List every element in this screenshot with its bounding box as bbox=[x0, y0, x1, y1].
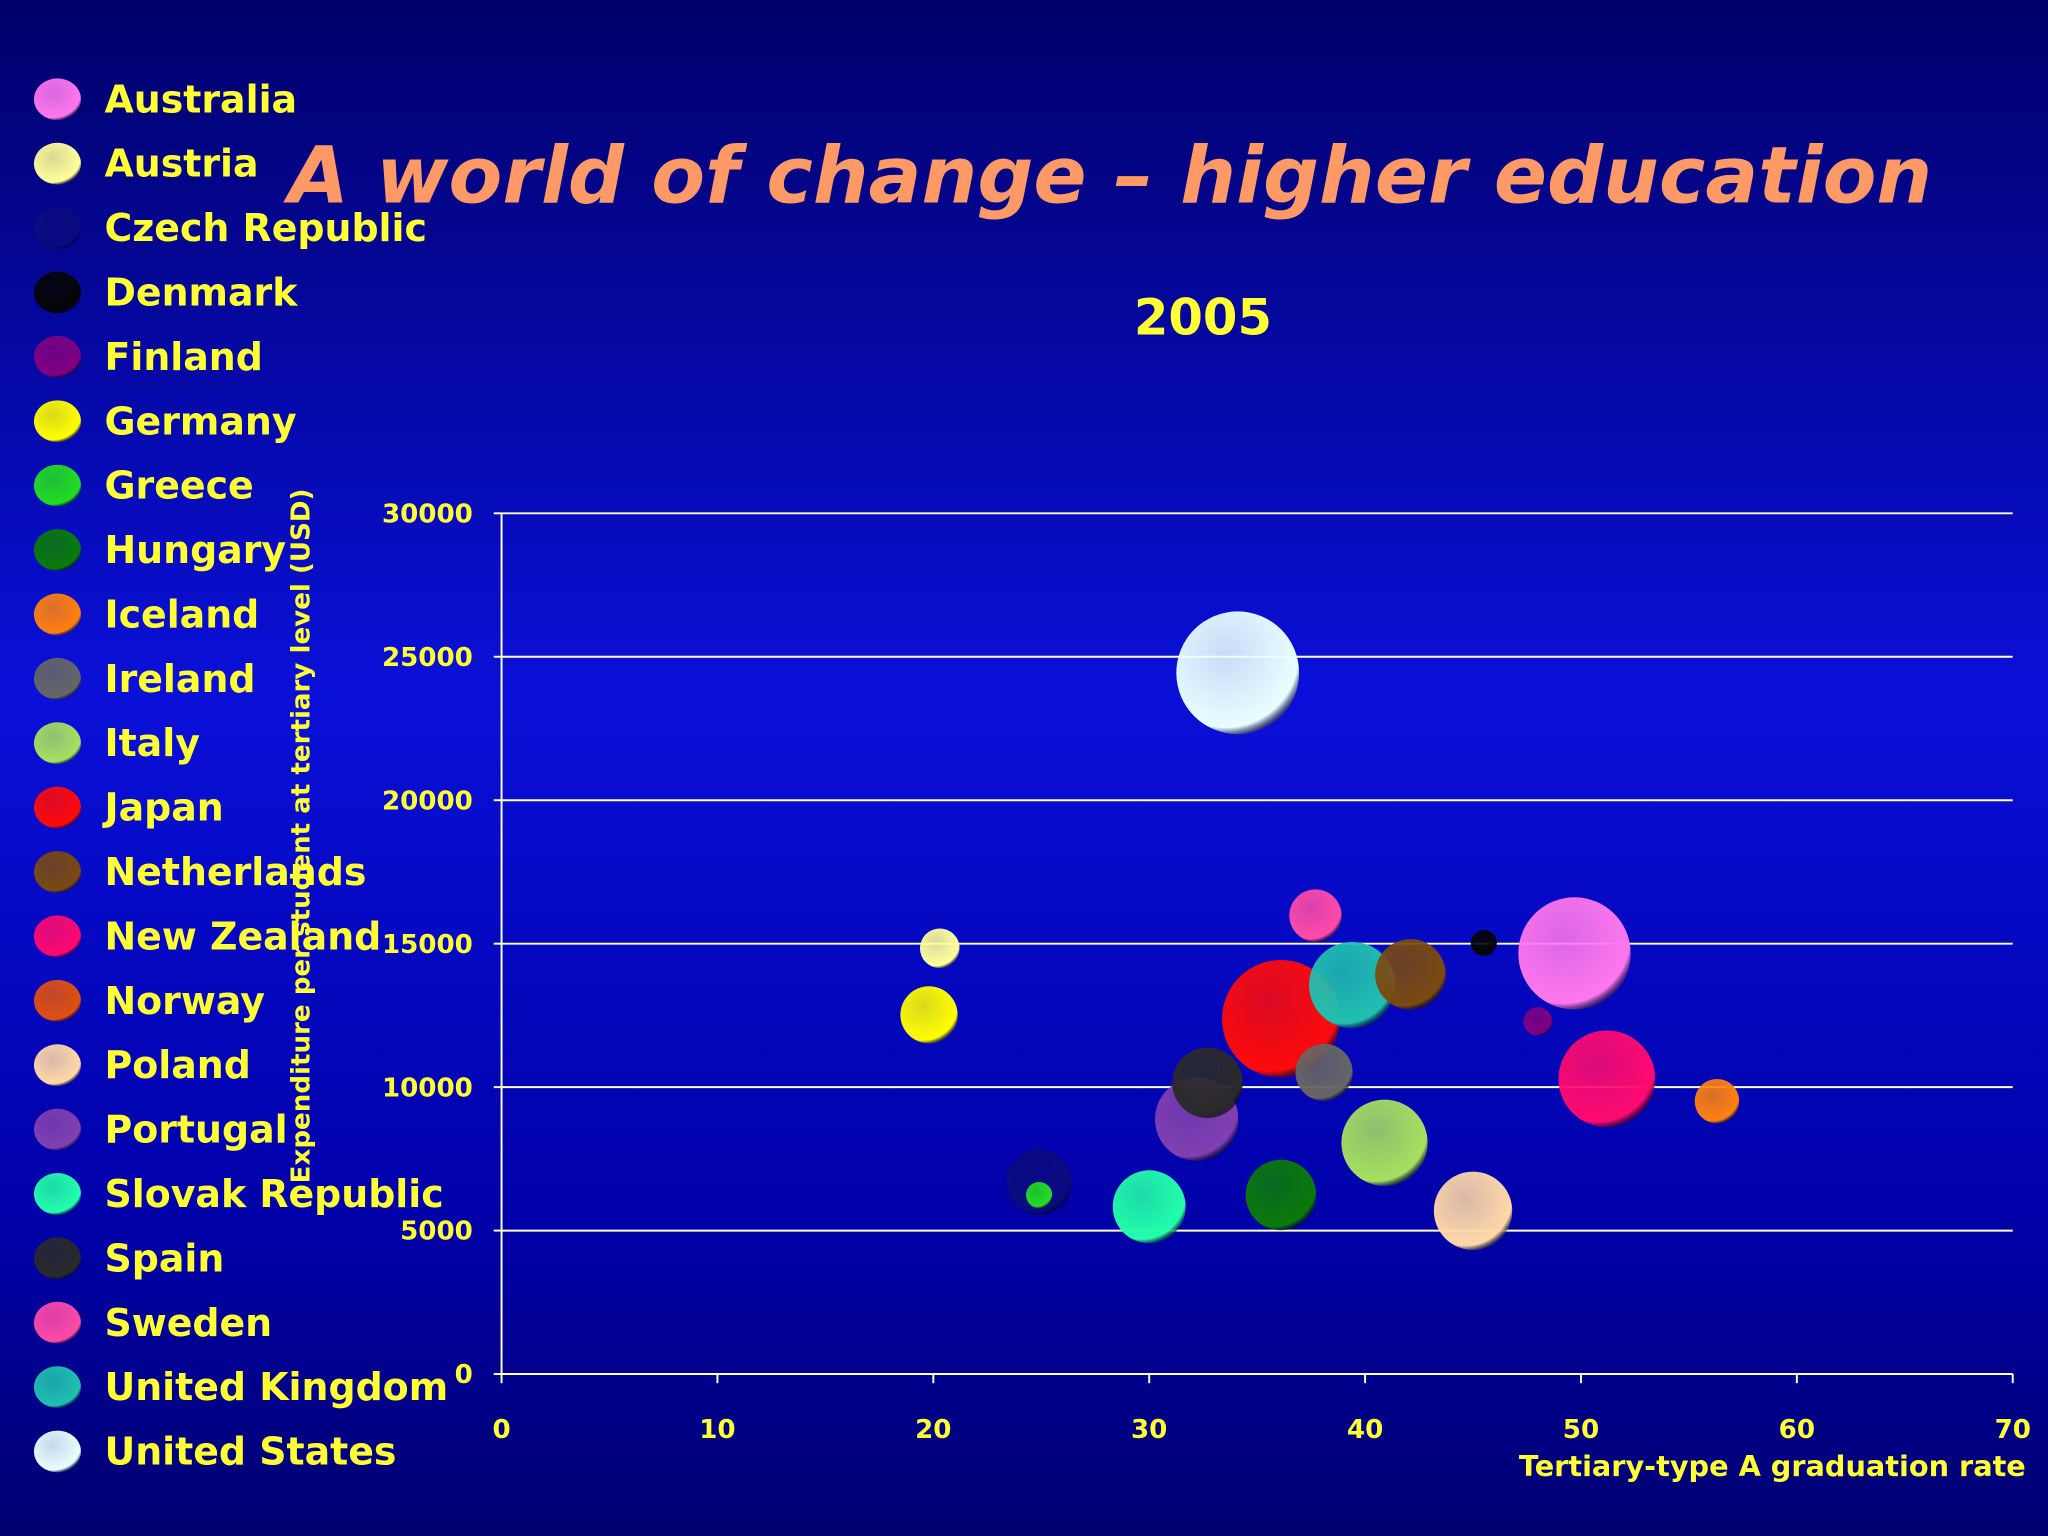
legend-label: Austria bbox=[104, 142, 258, 186]
legend-marker bbox=[33, 1430, 81, 1473]
legend-marker bbox=[33, 78, 81, 121]
legend-label: Iceland bbox=[104, 592, 259, 636]
y-tick-label: 5000 bbox=[400, 1217, 473, 1247]
legend-marker bbox=[33, 1366, 81, 1408]
bubble-netherlands bbox=[1375, 939, 1446, 1010]
legend-marker bbox=[33, 1237, 81, 1280]
legend-marker bbox=[33, 1173, 81, 1215]
bubble-hungary bbox=[1245, 1159, 1317, 1231]
x-axis-label: Tertiary-type A graduation rate bbox=[1519, 1449, 2026, 1483]
bubble-iceland bbox=[1694, 1078, 1740, 1124]
legend-label: Czech Republic bbox=[104, 206, 426, 250]
legend-label: Sweden bbox=[104, 1301, 272, 1345]
bubble-new-zealand bbox=[1558, 1030, 1656, 1128]
legend-label: Poland bbox=[104, 1043, 250, 1087]
y-tick-label: 25000 bbox=[382, 643, 473, 673]
y-tick-label: 15000 bbox=[382, 930, 473, 960]
x-tick-label: 70 bbox=[1995, 1415, 2031, 1445]
legend-label: Hungary bbox=[104, 528, 286, 572]
bubble-greece bbox=[1026, 1181, 1053, 1209]
bubble-ireland bbox=[1295, 1043, 1353, 1102]
legend-marker bbox=[33, 142, 81, 185]
legend-label: New Zealand bbox=[104, 914, 381, 958]
bubble-united-kingdom bbox=[1309, 941, 1396, 1029]
bubble-united-states bbox=[1176, 611, 1300, 735]
bubble-spain bbox=[1172, 1047, 1243, 1119]
legend-label: Netherlands bbox=[104, 850, 366, 894]
legend-label: Portugal bbox=[104, 1108, 287, 1152]
legend-marker bbox=[33, 271, 81, 314]
x-tick-label: 50 bbox=[1563, 1415, 1599, 1445]
bubble-germany bbox=[900, 986, 958, 1044]
chart-title: A world of change – higher education bbox=[282, 130, 1932, 221]
legend-label: Germany bbox=[104, 399, 296, 443]
bubble-denmark bbox=[1470, 930, 1497, 957]
x-tick-label: 10 bbox=[699, 1415, 735, 1445]
legend-label: Denmark bbox=[104, 271, 298, 315]
x-tick-label: 30 bbox=[1131, 1415, 1167, 1445]
bubble-italy bbox=[1341, 1099, 1428, 1186]
y-tick-label: 0 bbox=[455, 1360, 473, 1390]
y-tick-label: 20000 bbox=[382, 786, 473, 816]
bubble-australia bbox=[1518, 897, 1631, 1010]
legend-marker bbox=[33, 593, 81, 636]
legend-marker bbox=[33, 657, 81, 700]
legend-label: Japan bbox=[101, 786, 223, 830]
legend-marker bbox=[33, 400, 81, 443]
legend-marker bbox=[33, 464, 81, 507]
legend-marker bbox=[33, 786, 81, 829]
legend-label: Ireland bbox=[104, 657, 255, 701]
legend-label: United States bbox=[104, 1430, 396, 1474]
legend-marker bbox=[33, 915, 81, 958]
legend-label: Finland bbox=[104, 335, 262, 379]
y-tick-label: 10000 bbox=[382, 1073, 473, 1103]
legend-marker bbox=[33, 529, 81, 571]
x-tick-label: 60 bbox=[1779, 1415, 1815, 1445]
legend-label: United Kingdom bbox=[104, 1365, 448, 1409]
legend-marker bbox=[33, 335, 81, 378]
legend-label: Greece bbox=[104, 464, 253, 508]
legend-marker bbox=[33, 1301, 81, 1344]
legend-label: Italy bbox=[104, 721, 199, 765]
legend-label: Spain bbox=[104, 1236, 224, 1280]
x-tick-label: 20 bbox=[915, 1415, 951, 1445]
x-tick-label: 0 bbox=[492, 1415, 510, 1445]
bubble-slovak-republic bbox=[1112, 1170, 1186, 1244]
y-tick-label: 30000 bbox=[382, 499, 473, 529]
legend-marker bbox=[33, 1108, 81, 1151]
bubble-austria bbox=[919, 928, 960, 969]
legend-marker bbox=[33, 207, 81, 249]
chart-subtitle: 2005 bbox=[1134, 288, 1272, 346]
bubble-finland bbox=[1523, 1007, 1553, 1036]
bubble-poland bbox=[1433, 1171, 1513, 1250]
legend-marker bbox=[33, 1044, 81, 1087]
bubble-sweden bbox=[1289, 889, 1342, 942]
legend-marker bbox=[33, 979, 81, 1022]
legend-label: Slovak Republic bbox=[104, 1172, 443, 1216]
legend-label: Australia bbox=[104, 77, 297, 121]
x-tick-label: 40 bbox=[1347, 1415, 1383, 1445]
y-axis-label: Expenditure per student at tertiary leve… bbox=[287, 488, 317, 1183]
legend-label: Norway bbox=[104, 979, 264, 1023]
legend-marker bbox=[33, 722, 81, 765]
legend-marker bbox=[33, 851, 81, 893]
